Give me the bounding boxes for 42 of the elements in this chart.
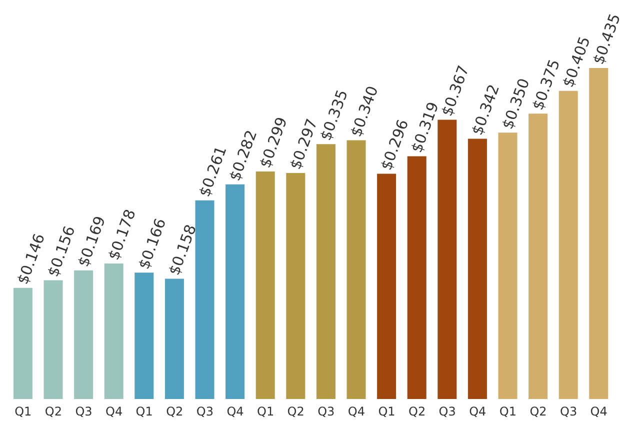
bar [104, 264, 124, 399]
bar [44, 280, 63, 399]
bar [377, 174, 396, 399]
data-label: $0.367 [438, 63, 473, 119]
x-tick-label: Q4 [226, 404, 244, 419]
bar [13, 288, 32, 399]
bar [134, 272, 154, 399]
x-tick-label: Q2 [44, 404, 62, 419]
x-tick-label: Q2 [530, 404, 547, 419]
x-tick-label: Q3 [196, 404, 214, 419]
bar [164, 278, 184, 399]
bar [346, 140, 366, 399]
x-tick-label: Q2 [408, 404, 426, 419]
x-tick-label: Q1 [499, 404, 516, 419]
x-tick-label: Q1 [257, 404, 274, 419]
bar [195, 200, 214, 399]
bar [256, 171, 275, 399]
bar [74, 270, 94, 399]
bar [468, 138, 487, 399]
x-tick-label: Q2 [166, 404, 184, 419]
bar [558, 90, 578, 399]
x-tick-label: Q3 [318, 404, 335, 419]
x-tick-label: Q1 [136, 404, 153, 419]
bar [498, 132, 518, 399]
x-tick-label: Q3 [438, 404, 456, 419]
bar [286, 173, 306, 399]
x-tick-label: Q4 [348, 404, 365, 419]
x-tick-label: Q4 [106, 404, 123, 419]
x-tick-label: Q1 [14, 404, 32, 419]
x-tick-label: Q3 [75, 404, 92, 419]
x-tick-label: Q1 [378, 404, 396, 419]
bar [226, 184, 245, 399]
x-tick-label: Q2 [287, 404, 304, 419]
bar [528, 114, 548, 399]
bar [589, 68, 608, 399]
bar [438, 120, 457, 399]
bar [407, 156, 426, 399]
data-label: $0.297 [286, 116, 322, 172]
x-tick-label: Q4 [469, 404, 486, 419]
x-tick-label: Q3 [560, 404, 578, 419]
x-tick-label: Q4 [590, 404, 608, 419]
bar [316, 144, 336, 399]
